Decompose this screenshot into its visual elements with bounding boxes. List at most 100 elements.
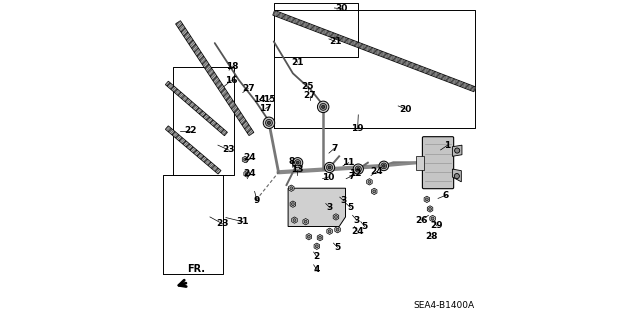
Text: 3: 3: [340, 197, 347, 205]
Circle shape: [320, 103, 326, 110]
Circle shape: [429, 208, 431, 211]
Text: 4: 4: [314, 265, 320, 274]
Polygon shape: [243, 156, 248, 163]
Polygon shape: [289, 185, 294, 191]
Circle shape: [290, 187, 292, 189]
Text: 27: 27: [242, 84, 255, 93]
Text: 16: 16: [225, 76, 237, 85]
Circle shape: [328, 166, 331, 169]
Polygon shape: [273, 11, 476, 92]
Circle shape: [353, 164, 364, 174]
Circle shape: [317, 101, 329, 113]
Text: 11: 11: [342, 158, 355, 167]
Polygon shape: [288, 188, 346, 226]
Text: 23: 23: [216, 219, 229, 228]
FancyBboxPatch shape: [416, 156, 424, 170]
Circle shape: [357, 168, 360, 170]
Text: 6: 6: [443, 191, 449, 200]
Circle shape: [268, 121, 271, 124]
Polygon shape: [428, 206, 433, 212]
Circle shape: [319, 236, 321, 239]
Text: 2: 2: [314, 252, 320, 261]
Text: SEA4-B1400A: SEA4-B1400A: [413, 301, 475, 310]
Circle shape: [266, 119, 273, 126]
Polygon shape: [165, 81, 227, 136]
Text: 1: 1: [444, 141, 451, 150]
Text: 25: 25: [301, 82, 314, 91]
Text: 28: 28: [425, 232, 437, 241]
Circle shape: [324, 162, 335, 173]
Polygon shape: [452, 169, 461, 182]
Circle shape: [383, 165, 385, 167]
Polygon shape: [367, 179, 372, 185]
Circle shape: [454, 174, 460, 179]
Circle shape: [296, 161, 299, 164]
Circle shape: [381, 163, 387, 169]
Text: 3: 3: [353, 216, 360, 225]
Text: 21: 21: [329, 37, 342, 46]
Text: 3: 3: [326, 203, 333, 212]
Text: 24: 24: [243, 153, 256, 162]
Circle shape: [263, 117, 275, 129]
Circle shape: [293, 219, 296, 221]
Polygon shape: [430, 215, 435, 222]
Circle shape: [431, 217, 434, 220]
Text: 31: 31: [237, 217, 249, 226]
Polygon shape: [244, 171, 250, 177]
Polygon shape: [175, 21, 254, 136]
Text: 13: 13: [291, 165, 303, 174]
Circle shape: [304, 220, 307, 223]
FancyBboxPatch shape: [422, 137, 454, 189]
Polygon shape: [314, 243, 319, 249]
Polygon shape: [306, 234, 312, 240]
Text: 20: 20: [399, 105, 412, 114]
Polygon shape: [303, 219, 308, 225]
Polygon shape: [335, 226, 340, 233]
Text: 7: 7: [349, 172, 355, 181]
Text: 23: 23: [222, 145, 235, 154]
Circle shape: [292, 158, 303, 168]
Text: 7: 7: [331, 144, 337, 153]
Text: FR.: FR.: [187, 264, 205, 274]
Text: 15: 15: [262, 95, 275, 104]
Circle shape: [372, 190, 376, 193]
Circle shape: [335, 216, 337, 219]
Text: 24: 24: [371, 167, 383, 176]
Circle shape: [245, 172, 248, 175]
Text: 24: 24: [243, 169, 256, 178]
Circle shape: [355, 166, 362, 172]
Text: 21: 21: [291, 58, 304, 67]
Circle shape: [379, 161, 388, 171]
Text: 17: 17: [259, 104, 272, 113]
Circle shape: [426, 198, 428, 201]
Polygon shape: [452, 145, 462, 156]
Circle shape: [291, 203, 294, 206]
Circle shape: [307, 235, 310, 238]
Circle shape: [368, 181, 371, 183]
Text: 5: 5: [347, 203, 353, 212]
Text: 5: 5: [362, 222, 368, 231]
Text: 10: 10: [323, 173, 335, 182]
Text: 18: 18: [226, 62, 239, 70]
Polygon shape: [424, 196, 429, 203]
Circle shape: [454, 148, 460, 153]
Circle shape: [328, 230, 331, 233]
Text: 5: 5: [335, 243, 340, 252]
Text: 24: 24: [351, 227, 364, 236]
Circle shape: [321, 105, 324, 108]
Polygon shape: [317, 234, 323, 241]
Polygon shape: [371, 188, 377, 195]
Polygon shape: [165, 126, 221, 174]
Text: 27: 27: [303, 91, 316, 100]
Circle shape: [294, 160, 301, 166]
Text: 12: 12: [349, 169, 362, 178]
Polygon shape: [333, 214, 339, 220]
Circle shape: [336, 228, 339, 231]
Text: 30: 30: [335, 4, 348, 13]
Text: 26: 26: [415, 216, 428, 225]
Text: 8: 8: [289, 157, 295, 166]
Polygon shape: [327, 228, 332, 234]
Polygon shape: [290, 201, 296, 207]
Text: 22: 22: [184, 126, 197, 135]
Text: 29: 29: [431, 221, 443, 230]
